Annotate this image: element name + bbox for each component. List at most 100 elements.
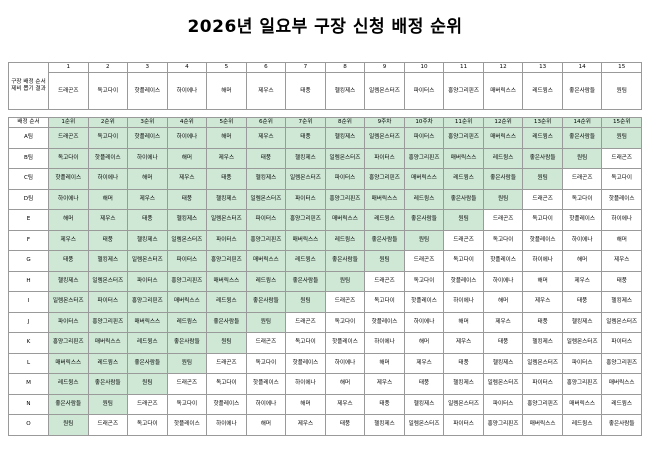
table-cell: 파이터스 [482,393,524,415]
table-cell: 홍양그리핀즈 [127,291,168,313]
table-cell: 드래곤즈 [48,127,89,149]
table-cell: 태풍 [443,352,484,374]
column-number-cell: 12 [482,62,524,73]
table-cell: 원팀 [601,127,642,149]
table-cell: 좋은사람들 [127,352,168,374]
table-cell: 일렘몬스터즈 [522,352,563,374]
table-cell: 홍양그리핀즈 [324,188,366,210]
table-cell: 원팀 [285,291,326,313]
table-cell: 파이터스 [601,332,642,354]
table-cell: 일렘몬스터즈 [364,127,405,149]
table-cell: 매버릭스스 [87,332,129,354]
table-cell: 좋은사람들 [324,250,366,272]
table-cell: 태풍 [245,147,287,169]
table-cell: 원팀 [324,270,366,292]
table-cell: 제우스 [443,332,484,354]
table-cell: 레드윙스 [87,352,129,374]
table-cell: 레드윙스 [206,291,247,313]
table-cell: 드래곤즈 [601,147,642,169]
table-cell: 홍양그리핀즈 [482,414,524,436]
table-cell: 핫플레이스 [482,250,524,272]
table-cell: 하이에나 [127,147,168,169]
table-cell: 하이에나 [482,270,524,292]
table-cell: 해머 [482,291,524,313]
table-cell: 헬킹제스 [127,229,168,251]
spacer-cell [404,109,444,118]
column-team-cell: 핫플레이스 [127,72,168,110]
table-cell: 홍양그리핀즈 [443,127,484,149]
rank-row-label: 배정 순서 [8,117,49,128]
table-cell: 파이터스 [561,352,603,374]
table-cell: 파이터스 [166,250,208,272]
table-cell: 매버릭스스 [403,168,445,190]
table-cell: 태풍 [561,291,603,313]
table-cell: 레드윙스 [48,373,89,395]
column-number-cell: 14 [561,62,603,73]
table-cell: 레드윙스 [166,311,208,333]
table-cell: 하이에나 [364,332,405,354]
table-cell: 홍양그리핀즈 [206,250,247,272]
table-cell: 매버릭스스 [48,352,89,374]
table-cell: 제우스 [285,414,326,436]
table-cell: 핫플레이스 [127,127,168,149]
column-number-cell: 6 [245,62,287,73]
table-cell: 파이터스 [127,270,168,292]
table-cell: 레드윙스 [127,332,168,354]
table-cell: 제우스 [245,127,287,149]
table-cell: 해머 [403,332,445,354]
table-cell: 드래곤즈 [561,168,603,190]
table-cell: 독고다이 [166,393,208,415]
table-cell: 독고다이 [324,311,366,333]
column-team-cell: 해머 [206,72,247,110]
table-cell: 태풍 [87,229,129,251]
table-cell: 해머 [443,311,484,333]
table-cell: 태풍 [482,332,524,354]
column-team-cell: 태풍 [285,72,326,110]
table-cell: 홍양그리핀즈 [601,352,642,374]
table-cell: 해머 [87,188,129,210]
table-cell: 드래곤즈 [206,352,247,374]
table-cell: 핫플레이스 [245,373,287,395]
column-team-cell: 헬킹제스 [324,72,366,110]
table-cell: 드래곤즈 [403,250,445,272]
table-cell: 원팀 [206,332,247,354]
table-cell: 헬킹제스 [403,393,445,415]
table-cell: 태풍 [324,414,366,436]
table-cell: 레드윙스 [561,414,603,436]
table-cell: 핫플레이스 [403,291,445,313]
column-number-cell: 1 [48,62,89,73]
row-label-cell: A팀 [8,127,49,149]
table-cell: 제우스 [127,188,168,210]
table-cell: 핫플레이스 [601,188,642,210]
table-cell: 핫플레이스 [561,209,603,231]
rank-cell: 5순위 [206,117,247,128]
table-cell: 핫플레이스 [364,311,405,333]
table-cell: 매버릭스스 [364,188,405,210]
table-cell: 드래곤즈 [364,270,405,292]
table-cell: 좋은사람들 [522,147,563,169]
row-label-cell: O [8,414,49,436]
table-cell: 제우스 [166,168,208,190]
row-label-cell: F [8,229,49,251]
table-cell: 해머 [364,352,405,374]
table-cell: 일렘몬스터즈 [48,291,89,313]
rank-cell: 15순위 [601,117,642,128]
table-cell: 헬킹제스 [285,147,326,169]
table-cell: 핫플레이스 [324,332,366,354]
row-label-cell: N [8,393,49,415]
column-team-cell: 홍양그리핀즈 [443,72,484,110]
row-label-cell: D팀 [8,188,49,210]
table-cell: 매버릭스스 [443,147,484,169]
row-label-cell: L [8,352,49,374]
table-cell: 레드윙스 [482,147,524,169]
rank-cell: 8순위 [324,117,366,128]
table-cell: 원팀 [87,393,129,415]
header-team-row: 드래곤즈 독고다이 핫플레이스 하이에나 해머 제우스 태풍 헬킹제스 일렘몬스터즈 파이터스 홍양… [9,72,642,110]
table-cell: 레드윙스 [324,229,366,251]
table-cell: 독고다이 [364,291,405,313]
table-cell: 파이터스 [403,127,445,149]
table-cell: 제우스 [561,270,603,292]
table-cell: 홍양그리핀즈 [561,373,603,395]
table-cell: 매버릭스스 [561,393,603,415]
table-cell: 해머 [48,209,89,231]
